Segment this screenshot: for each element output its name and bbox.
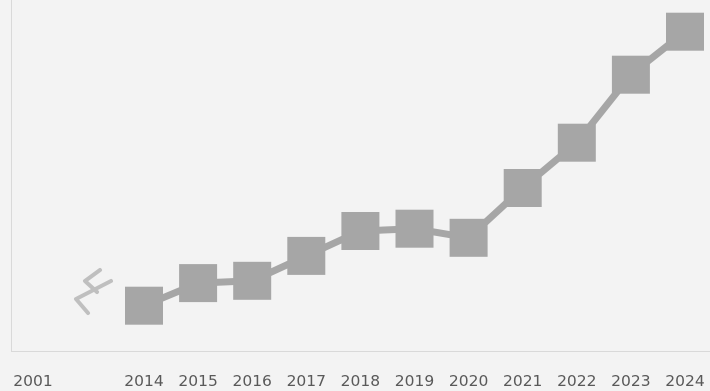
x-tick-label: 2017 — [287, 372, 326, 390]
data-point-marker — [395, 209, 434, 248]
x-tick-label: 2023 — [611, 372, 650, 390]
x-tick-label: 2001 — [13, 372, 52, 390]
data-point-marker — [341, 212, 380, 250]
x-tick-label: 2020 — [449, 372, 488, 390]
x-tick-label: 2016 — [232, 372, 271, 390]
data-point-marker — [666, 12, 704, 51]
x-tick-label: 2018 — [341, 372, 380, 390]
series-layer — [125, 12, 704, 325]
x-tick-label: 2014 — [124, 372, 163, 390]
x-tick-label: 2015 — [178, 372, 217, 390]
data-point-marker — [287, 236, 326, 275]
axis-break-icon — [74, 268, 113, 315]
data-point-marker — [179, 264, 218, 303]
x-tick-label: 2022 — [557, 372, 596, 390]
data-point-marker — [233, 261, 272, 300]
x-tick-labels: 2001 2014 2015 2016 2017 2018 2019 2020 2021 2022… — [13, 372, 704, 390]
data-point-marker — [125, 286, 163, 325]
data-point-marker — [611, 55, 650, 94]
data-point-marker — [557, 123, 596, 162]
x-tick-label: 2024 — [665, 372, 704, 390]
x-tick-label: 2019 — [395, 372, 434, 390]
data-point-marker — [503, 169, 542, 207]
data-point-marker — [449, 218, 488, 257]
x-tick-label: 2021 — [503, 372, 542, 390]
